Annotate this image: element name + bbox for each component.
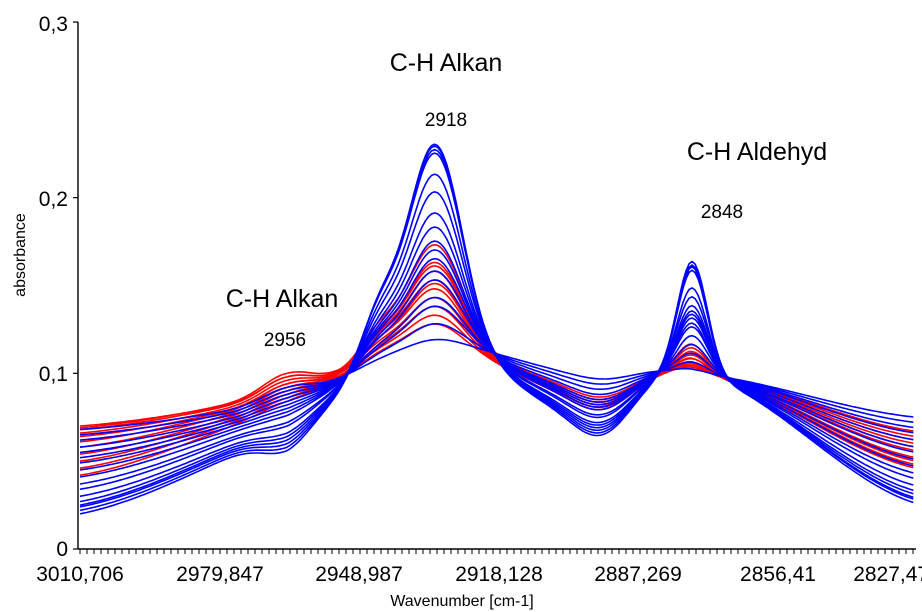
spectrum-line-blue [79, 296, 914, 448]
annotation-value: 2956 [264, 330, 306, 351]
y-axis-title: absorbance [12, 213, 29, 297]
y-tick-label: 0,2 [39, 188, 68, 211]
x-tick-label: 2856,41 [740, 563, 816, 586]
x-tick-labels: 3010,706 2979,847 2948,987 2918,128 2887… [36, 563, 922, 586]
annotation-value: 2848 [701, 202, 743, 223]
annotation-label: C-H Aldehyd [687, 138, 827, 166]
spectrum-line-red [79, 314, 914, 462]
y-tick-label: 0 [56, 538, 68, 561]
x-tick-label: 2948,987 [315, 563, 403, 586]
annotation-label: C-H Alkan [390, 49, 503, 77]
spectrum-line-blue [79, 270, 914, 459]
x-axis-title: Wavenumber [cm-1] [390, 593, 533, 610]
x-tick-label: 2918,128 [455, 563, 543, 586]
spectrum-line-blue [79, 173, 914, 503]
y-tick-label: 0,1 [39, 363, 68, 386]
x-tick-label: 2827,479 [853, 563, 922, 586]
spectrum-line-blue [79, 148, 914, 508]
y-tick-label: 0,3 [39, 13, 68, 36]
x-tick-label: 2887,269 [594, 563, 682, 586]
spectrum-line-blue [79, 152, 914, 506]
annotation-value: 2918 [425, 110, 467, 131]
x-axis-ticks [79, 549, 914, 554]
spectrum-line-blue [79, 143, 914, 515]
x-tick-label: 2979,847 [176, 563, 264, 586]
annotation-label: C-H Alkan [226, 285, 339, 313]
spectrum-curves [79, 143, 914, 515]
y-tick-labels: 0 0,1 0,2 0,3 [39, 13, 68, 561]
x-tick-label: 3010,706 [36, 563, 124, 586]
spectrum-line-blue [79, 279, 914, 454]
y-axis-ticks [73, 21, 78, 550]
